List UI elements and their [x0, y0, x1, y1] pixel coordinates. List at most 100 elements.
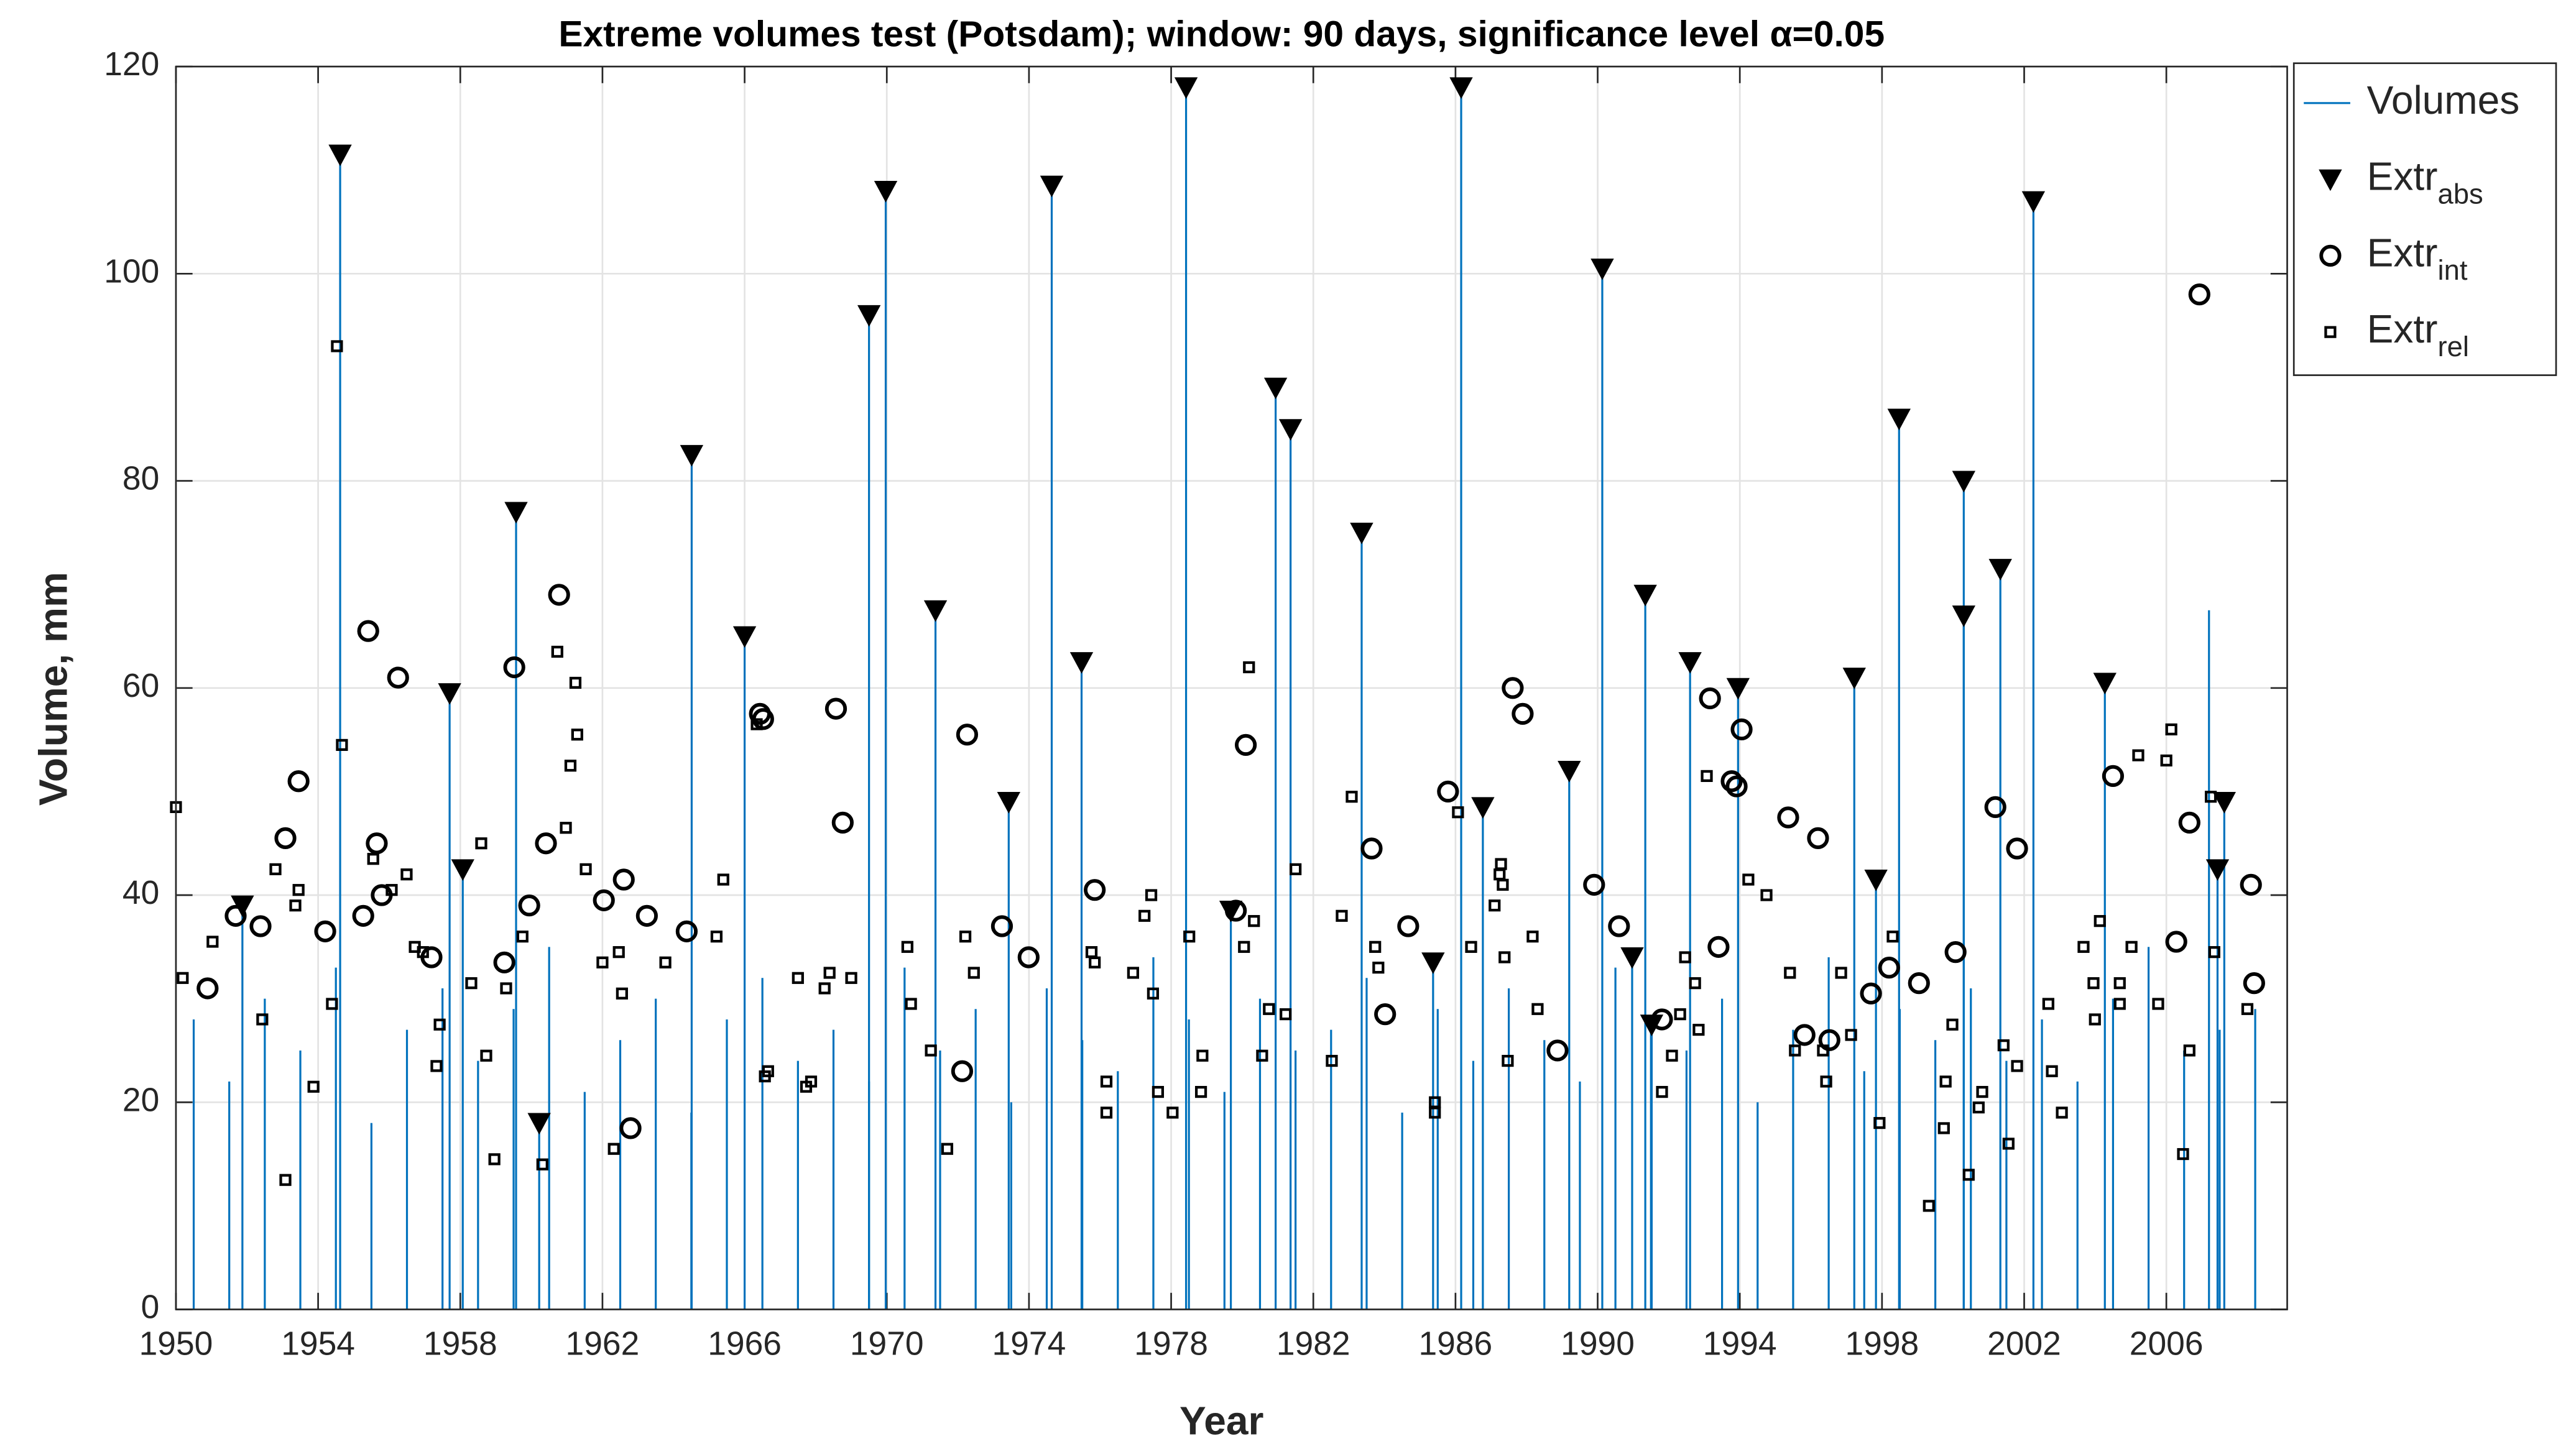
square-marker [2077, 940, 2090, 953]
y-tick-label: 100 [104, 253, 159, 290]
x-tick-label: 1994 [1703, 1325, 1777, 1362]
square-marker [1845, 1029, 1857, 1041]
circle-marker [503, 656, 525, 679]
square-marker [607, 1143, 620, 1155]
square-marker [1701, 770, 1713, 783]
square-marker [941, 1143, 954, 1155]
square-marker [400, 868, 413, 881]
triangle-marker [1842, 668, 1866, 689]
square-marker [901, 940, 914, 953]
square-marker [2046, 1065, 2058, 1077]
y-tick-label: 0 [141, 1289, 160, 1326]
square-marker [1666, 1049, 1678, 1062]
circle-marker [1651, 1008, 1673, 1031]
circle-marker [196, 977, 219, 1000]
square-marker [1497, 878, 1509, 891]
circle-marker [2188, 283, 2210, 306]
square-marker [331, 340, 343, 352]
circle-marker [493, 951, 515, 973]
square-marker [1290, 863, 1302, 875]
circle-marker [1502, 677, 1524, 699]
circle-marker [2178, 811, 2200, 834]
circle-marker [1878, 957, 1900, 979]
triangle-marker [1864, 870, 1888, 891]
square-marker [762, 1065, 774, 1077]
triangle-marker [1633, 584, 1657, 607]
square-marker [2165, 723, 2177, 736]
square-marker [1183, 931, 1196, 943]
square-marker [307, 1080, 320, 1093]
square-marker [2089, 1013, 2101, 1026]
square-marker [1760, 889, 1773, 901]
triangle-marker [1219, 900, 1243, 922]
triangle-marker [1069, 652, 1094, 674]
square-marker [480, 1049, 492, 1062]
square-marker [1280, 1008, 1292, 1021]
circle-marker [675, 920, 698, 942]
square-marker [2132, 749, 2144, 761]
x-tick-label: 1958 [423, 1325, 497, 1362]
legend-label: Extrint [2367, 230, 2468, 286]
square-marker [1692, 1024, 1705, 1036]
square-marker [1742, 873, 1755, 886]
circle-marker [1730, 718, 1753, 741]
square-marker [1784, 967, 1796, 979]
square-marker [417, 946, 429, 959]
triangle-marker [231, 895, 254, 917]
circle-marker [314, 920, 336, 942]
triangle-marker [1278, 419, 1303, 441]
x-tick-label: 1978 [1134, 1325, 1208, 1362]
square-marker [500, 982, 512, 995]
square-marker [1263, 1003, 1275, 1015]
circle-marker [990, 915, 1013, 937]
square-marker [177, 972, 189, 984]
circle-marker [824, 697, 847, 720]
legend-name: Extr [2367, 230, 2438, 275]
y-tick-label: 20 [122, 1082, 159, 1118]
circle-marker [366, 832, 388, 855]
circle-marker [951, 1060, 974, 1082]
triangle-marker [2093, 673, 2117, 695]
square-marker [959, 931, 972, 943]
square-marker [1886, 931, 1899, 943]
square-marker [1372, 962, 1385, 974]
square-marker [385, 884, 398, 896]
legend-subscript: rel [2438, 331, 2469, 362]
circle-marker [1725, 775, 1748, 798]
square-marker [1820, 1075, 1832, 1088]
square-marker [1498, 951, 1511, 963]
square-marker [1679, 951, 1691, 963]
x-tick-label: 1990 [1561, 1325, 1635, 1362]
square-marker [433, 1018, 446, 1031]
y-tick-label: 80 [122, 461, 159, 497]
triangle-marker [997, 792, 1021, 814]
square-marker [2125, 940, 2138, 953]
square-marker [206, 936, 219, 948]
triangle-marker [1952, 605, 1976, 627]
chart-title: Extreme volumes test (Potsdam); window: … [558, 14, 1885, 55]
square-marker [560, 822, 572, 834]
triangle-marker [2021, 191, 2046, 213]
square-marker [1465, 940, 1477, 953]
circle-marker [1512, 702, 1534, 725]
circle-marker [593, 889, 615, 911]
square-marker [516, 931, 529, 943]
circle-marker [1860, 982, 1882, 1005]
x-tick-label: 1954 [281, 1325, 355, 1362]
square-marker [2042, 998, 2054, 1010]
triangle-marker [1678, 652, 1702, 674]
square-marker [717, 873, 729, 886]
square-marker [430, 1060, 443, 1072]
square-marker [1656, 1085, 1668, 1098]
triangle-marker [504, 502, 528, 524]
circle-marker [1437, 780, 1459, 803]
square-marker [1429, 1106, 1441, 1119]
square-marker [2087, 977, 2100, 990]
y-axis-label: Volume, mm [31, 572, 76, 806]
square-marker [1946, 1018, 1959, 1031]
circle-marker [612, 868, 635, 891]
y-tick-label: 60 [122, 668, 159, 704]
square-marker [1452, 806, 1464, 819]
